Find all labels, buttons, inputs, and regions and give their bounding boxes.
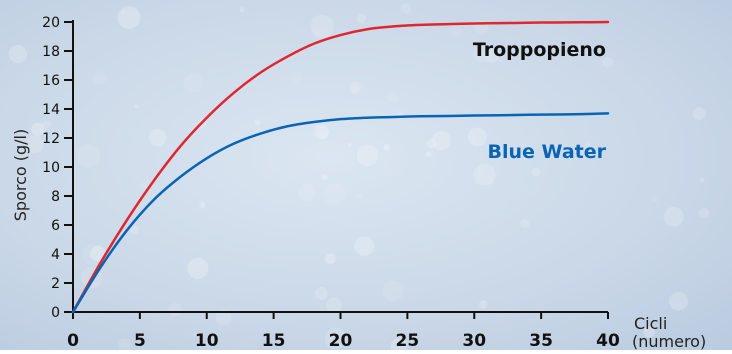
texture-bubble	[298, 183, 316, 202]
y-tick-label: 2	[51, 276, 60, 292]
texture-bubble	[130, 225, 139, 235]
texture-bubble	[602, 57, 614, 68]
texture-bubble	[8, 45, 27, 64]
texture-bubble	[479, 300, 488, 309]
texture-bubble	[348, 81, 361, 94]
texture-bubble	[183, 73, 203, 93]
texture-bubble	[356, 13, 367, 23]
x-tick-label: 20	[329, 331, 353, 350]
y-tick-label: 18	[42, 44, 60, 60]
x-tick-label: 40	[596, 331, 620, 350]
texture-bubble	[473, 45, 492, 63]
texture-bubble	[382, 280, 404, 302]
texture-bubble	[325, 253, 336, 264]
y-tick-label: 12	[42, 131, 60, 147]
texture-bubble	[215, 309, 232, 326]
texture-bubble	[90, 245, 106, 262]
texture-bubble	[354, 236, 375, 256]
texture-bubble	[118, 338, 132, 352]
texture-bubble	[700, 177, 705, 183]
texture-bubble	[187, 257, 209, 279]
texture-bubble	[584, 141, 591, 148]
y-axis-label: Sporco (g/l)	[11, 129, 30, 221]
texture-bubble	[168, 302, 182, 317]
texture-bubble	[474, 19, 489, 34]
texture-bubble	[663, 206, 684, 227]
y-tick-label: 20	[42, 15, 60, 31]
series-line-blue-water	[71, 112, 610, 314]
texture-bubble	[290, 72, 303, 84]
texture-bubble	[117, 6, 141, 29]
texture-bubble	[82, 244, 104, 266]
texture-bubble	[643, 326, 655, 338]
texture-bubble	[531, 167, 541, 177]
texture-bubble	[347, 143, 352, 148]
texture-bubble	[698, 207, 710, 219]
texture-bubble	[450, 24, 463, 37]
texture-bubble	[383, 144, 390, 151]
y-tick-label: 10	[42, 160, 60, 176]
texture-bubble	[310, 14, 334, 39]
series-line-troppopieno	[71, 20, 610, 314]
texture-bubble	[473, 163, 496, 186]
labels-group: Sporco (g/l) Cicli(numero) Troppopieno Blue…	[11, 39, 706, 351]
x-axis-label: Cicli	[634, 314, 667, 333]
texture-bubble	[324, 327, 347, 350]
texture-bubble	[692, 107, 706, 121]
texture-bubble	[239, 7, 245, 13]
texture-bubble	[193, 332, 198, 337]
x-tick-label: 10	[195, 331, 219, 350]
texture-bubble	[148, 128, 167, 147]
x-tick-label: 0	[67, 331, 79, 350]
texture-bubble	[425, 151, 432, 158]
texture-bubble	[575, 44, 583, 52]
texture-bubble	[356, 144, 379, 167]
x-axis-unit: (numero)	[632, 332, 706, 350]
texture-bubble	[199, 201, 206, 209]
x-tick-label: 25	[396, 331, 420, 350]
texture-bubble	[76, 143, 100, 168]
y-tick-label: 4	[51, 247, 60, 263]
x-tick-label: 5	[134, 331, 146, 350]
texture-bubble	[120, 10, 127, 16]
texture-bubble	[468, 127, 487, 147]
texture-bubble	[31, 122, 45, 136]
y-tick-label: 6	[51, 218, 60, 234]
texture-bubble	[426, 139, 437, 149]
texture-bubble	[484, 47, 500, 63]
x-tick-label: 35	[529, 331, 553, 350]
texture-bubble	[254, 119, 261, 126]
texture-bubble	[93, 71, 107, 85]
texture-bubble	[42, 120, 52, 129]
texture-bubble	[400, 3, 412, 14]
texture-bubble	[323, 182, 345, 205]
texture-bubble	[387, 92, 399, 104]
x-tick-label: 15	[262, 331, 286, 350]
texture-bubble	[355, 193, 363, 200]
series-group	[71, 20, 610, 314]
series-label-blue-water: Blue Water	[488, 141, 607, 163]
y-tick-label: 8	[51, 189, 60, 205]
texture-bubble	[134, 104, 139, 109]
texture-bubble	[314, 124, 330, 140]
texture-bubble	[26, 135, 44, 154]
texture-bubble	[669, 291, 688, 311]
x-tick-label: 30	[462, 331, 486, 350]
texture-bubble	[651, 196, 658, 202]
axes: 0 2 4 6 8 10 12 14 16 18 20 0 5 10 15 20 25 30 35 40	[42, 15, 620, 351]
y-tick-label: 0	[51, 305, 60, 321]
series-label-troppopieno: Troppopieno	[473, 39, 606, 61]
texture-bubble	[431, 131, 451, 151]
y-tick-label: 14	[42, 102, 60, 118]
texture-bubble	[321, 174, 328, 180]
y-tick-label: 16	[42, 73, 60, 89]
texture-bubble	[53, 305, 60, 312]
texture-bubble	[314, 287, 328, 300]
texture-bubble	[326, 297, 342, 314]
texture-bubble	[520, 219, 530, 229]
